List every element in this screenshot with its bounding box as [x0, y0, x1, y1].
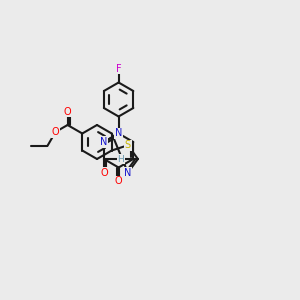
Text: N: N: [115, 128, 122, 139]
Text: H: H: [118, 154, 124, 164]
Text: H: H: [118, 154, 124, 164]
Text: O: O: [64, 107, 71, 117]
Text: N: N: [100, 137, 108, 147]
Text: O: O: [52, 127, 59, 137]
Text: O: O: [100, 168, 108, 178]
Text: O: O: [100, 168, 108, 178]
Text: N: N: [124, 168, 132, 178]
Text: O: O: [64, 107, 71, 117]
Text: S: S: [125, 140, 131, 150]
Text: F: F: [116, 64, 122, 74]
Text: O: O: [52, 127, 59, 137]
Text: S: S: [125, 140, 131, 150]
Text: O: O: [115, 176, 122, 186]
Text: N: N: [124, 168, 132, 178]
